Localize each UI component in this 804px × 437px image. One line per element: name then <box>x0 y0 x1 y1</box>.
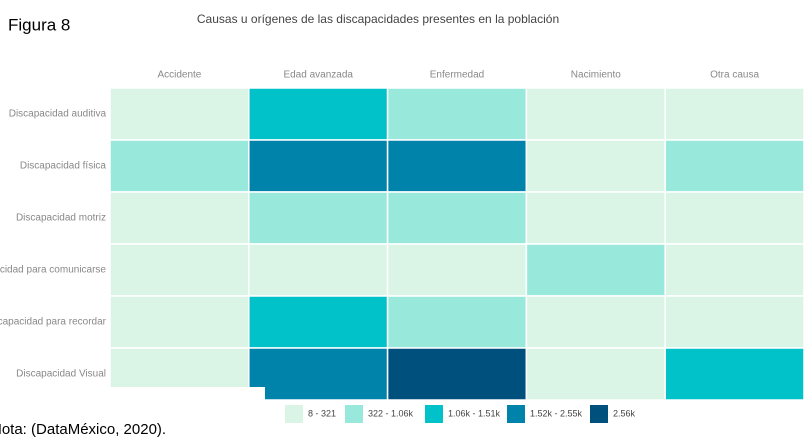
heat-cell <box>386 87 528 141</box>
heat-cell <box>109 87 250 141</box>
legend-label: 322 - 1.06k <box>368 408 414 418</box>
heat-cell <box>109 295 250 349</box>
x-tick-label: Enfermedad <box>430 70 484 81</box>
note: Nota: (DataMéxico, 2020). <box>0 421 166 437</box>
y-tick-label: Discapacidad motriz <box>16 213 106 224</box>
legend-swatch <box>285 405 303 423</box>
heat-cell <box>664 139 804 193</box>
y-tick-label: Discapacidad para comunicarse <box>0 265 106 276</box>
heat-cell <box>664 243 804 297</box>
y-tick-label: Discapacidad para recordar <box>0 317 107 328</box>
heat-cell <box>109 139 250 193</box>
legend-label: 1.52k - 2.55k <box>530 408 583 418</box>
heat-cell <box>386 295 528 349</box>
heat-cell <box>248 87 389 141</box>
heat-cell <box>248 347 389 401</box>
legend-swatch <box>507 405 525 423</box>
x-tick-label: Accidente <box>157 70 201 81</box>
legend-swatch <box>345 405 363 423</box>
heat-cell <box>664 347 804 401</box>
y-tick-label: Discapacidad Visual <box>16 369 106 380</box>
heat-cell <box>525 191 666 245</box>
heat-cell <box>525 347 666 401</box>
heat-cell <box>109 191 250 245</box>
x-tick-label: Otra causa <box>710 70 759 81</box>
heat-cell <box>248 243 389 297</box>
heat-cell <box>525 295 666 349</box>
heat-cell <box>248 295 389 349</box>
heat-cell <box>525 87 666 141</box>
heat-cell <box>664 191 804 245</box>
heat-cell <box>248 191 389 245</box>
heat-cell <box>525 139 666 193</box>
legend-label: 8 - 321 <box>308 408 336 418</box>
legend-label: 2.56k <box>613 408 636 418</box>
x-tick-label: Nacimiento <box>571 70 621 81</box>
x-tick-label: Edad avanzada <box>283 70 353 81</box>
chart-title: Causas u orígenes de las discapacidades … <box>197 12 559 26</box>
heat-cell <box>386 347 528 401</box>
heat-cell <box>109 243 250 297</box>
y-tick-label: Discapacidad auditiva <box>9 109 107 120</box>
heat-cell <box>386 139 528 193</box>
legend-label: 1.06k - 1.51k <box>448 408 501 418</box>
legend-swatch <box>590 405 608 423</box>
figure-label: Figura 8 <box>8 15 70 34</box>
heat-cell <box>664 295 804 349</box>
heat-cell <box>386 243 528 297</box>
heat-cell <box>525 243 666 297</box>
cover <box>0 387 265 437</box>
heat-cell <box>664 87 804 141</box>
heat-cell <box>386 191 528 245</box>
heat-cell <box>248 139 389 193</box>
legend-swatch <box>425 405 443 423</box>
y-tick-label: Discapacidad física <box>20 161 107 172</box>
